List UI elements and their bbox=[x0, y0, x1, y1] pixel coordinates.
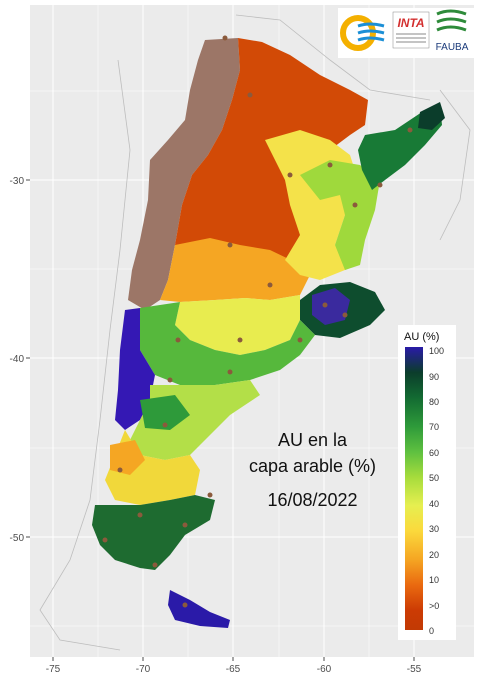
orange-zone bbox=[160, 238, 310, 302]
legend-colorbar bbox=[405, 347, 423, 630]
station-point bbox=[237, 337, 243, 343]
x-tick-label: -75 bbox=[46, 664, 61, 675]
patagonia-orange-spot bbox=[110, 440, 145, 475]
station-point bbox=[207, 492, 213, 498]
legend-title: AU (%) bbox=[404, 331, 439, 343]
tierra-del-fuego bbox=[168, 590, 230, 628]
station-point bbox=[322, 302, 328, 308]
station-point bbox=[327, 162, 333, 168]
map-title-line2: capa arable (%) bbox=[248, 456, 377, 476]
saturated-buenos-aires bbox=[312, 288, 350, 325]
wet-misiones bbox=[418, 102, 445, 130]
station-point bbox=[247, 92, 253, 98]
legend-label: 60 bbox=[429, 448, 439, 458]
station-point bbox=[137, 512, 143, 518]
legend-label: 40 bbox=[429, 499, 439, 509]
y-tick-label: -30 bbox=[10, 176, 25, 187]
dry-region-north bbox=[175, 38, 368, 270]
station-point bbox=[377, 182, 383, 188]
legend-labels: 100 90 80 70 60 50 40 30 20 10 >0 0 bbox=[429, 346, 444, 636]
station-point bbox=[222, 35, 228, 41]
station-point bbox=[102, 537, 108, 543]
station-point bbox=[162, 422, 168, 428]
inta-logo: INTA bbox=[392, 11, 430, 49]
station-point bbox=[152, 562, 158, 568]
station-point bbox=[352, 202, 358, 208]
country-outlines bbox=[39, 14, 471, 651]
fauba-logo-text: FAUBA bbox=[436, 42, 469, 53]
y-tick-label: -40 bbox=[10, 354, 25, 365]
station-point bbox=[227, 242, 233, 248]
yellow-center bbox=[175, 295, 300, 355]
x-tick-label: -70 bbox=[136, 664, 151, 675]
station-point bbox=[267, 282, 273, 288]
station-point bbox=[117, 467, 123, 473]
legend-label: 50 bbox=[429, 473, 439, 483]
station-point bbox=[287, 172, 293, 178]
station-point bbox=[182, 602, 188, 608]
map-title-line1: AU en la bbox=[277, 430, 348, 450]
y-tick-label: -50 bbox=[10, 533, 25, 544]
legend-label: 20 bbox=[429, 550, 439, 560]
legend-label: 10 bbox=[429, 575, 439, 585]
x-axis: -75 -70 -65 -60 -55 bbox=[46, 657, 422, 675]
legend-label: 30 bbox=[429, 524, 439, 534]
legend: AU (%) 100 90 80 70 60 50 40 30 20 10 >0… bbox=[398, 325, 456, 640]
legend-label: 100 bbox=[429, 346, 444, 356]
patagonia-green-spot bbox=[140, 395, 190, 430]
x-tick-label: -65 bbox=[226, 664, 241, 675]
station-point bbox=[297, 337, 303, 343]
legend-label: 70 bbox=[429, 422, 439, 432]
station-point bbox=[342, 312, 348, 318]
station-point bbox=[167, 377, 173, 383]
fauba-logo: FAUBA bbox=[436, 9, 469, 53]
y-axis: -30 -40 -50 bbox=[10, 176, 30, 544]
station-point bbox=[227, 369, 233, 375]
wave-logo-icon bbox=[340, 15, 385, 51]
santa-cruz bbox=[92, 495, 215, 570]
station-point bbox=[407, 127, 413, 133]
station-point bbox=[182, 522, 188, 528]
map-date: 16/08/2022 bbox=[267, 490, 358, 510]
inta-logo-text: INTA bbox=[397, 16, 424, 30]
station-points bbox=[102, 35, 413, 608]
legend-label: 80 bbox=[429, 397, 439, 407]
station-point bbox=[175, 337, 181, 343]
light-green-zone bbox=[300, 160, 380, 270]
legend-label: 90 bbox=[429, 372, 439, 382]
logos: INTA FAUBA bbox=[338, 8, 474, 58]
no-data-region bbox=[128, 38, 240, 310]
x-tick-label: -55 bbox=[407, 664, 422, 675]
legend-label: 0 bbox=[429, 626, 434, 636]
x-tick-label: -60 bbox=[317, 664, 332, 675]
legend-label: >0 bbox=[429, 601, 439, 611]
green-middle-band bbox=[140, 302, 315, 385]
